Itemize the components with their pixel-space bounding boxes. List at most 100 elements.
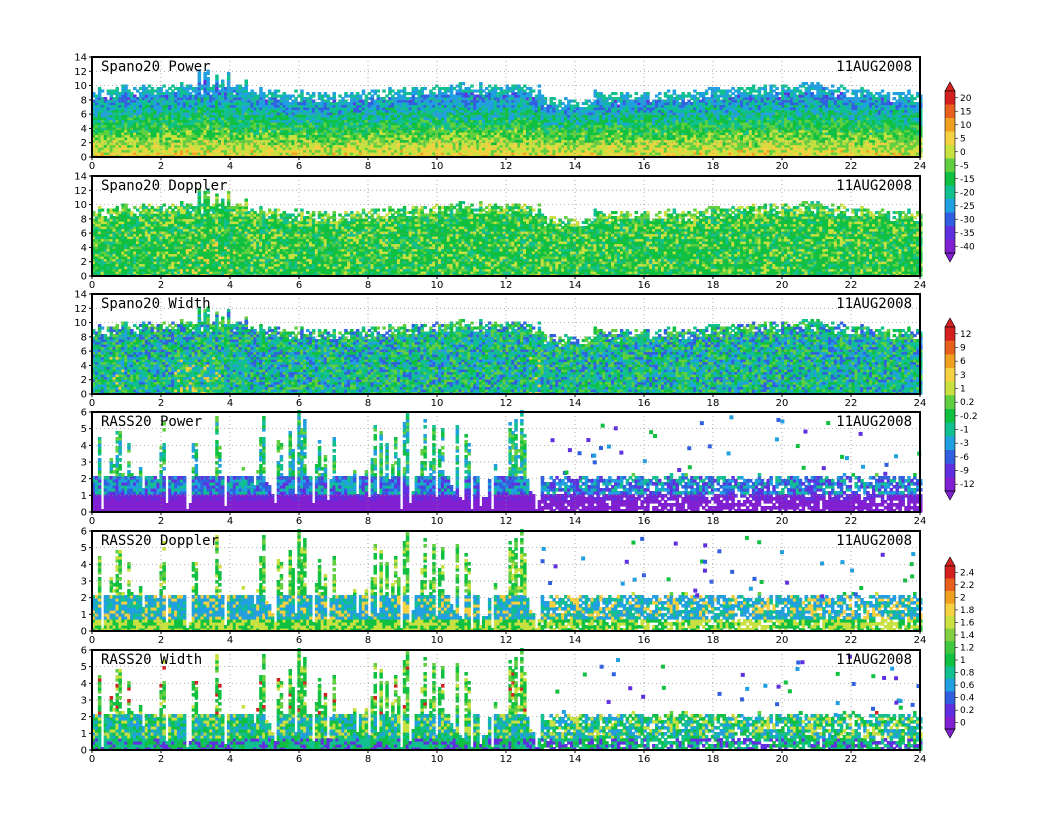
- heatmap-cell: [97, 137, 102, 141]
- heatmap-cell: [226, 72, 231, 76]
- heatmap-cell: [259, 107, 263, 111]
- heatmap-cell: [294, 89, 298, 93]
- heatmap-cell: [141, 132, 146, 136]
- heatmap-cell: [182, 119, 187, 123]
- heatmap-cell: [106, 92, 111, 96]
- heatmap-cell: [616, 104, 621, 108]
- heatmap-cell: [265, 114, 269, 118]
- heatmap-cell: [162, 137, 166, 141]
- heatmap-cell: [165, 129, 169, 133]
- heatmap-cell: [232, 142, 237, 146]
- heatmap-cell: [203, 77, 207, 81]
- heatmap-cell: [270, 102, 275, 106]
- heatmap-cell: [177, 129, 181, 133]
- heatmap-cell: [159, 149, 163, 153]
- heatmap-cell: [171, 104, 175, 108]
- heatmap-cell: [182, 89, 187, 93]
- heatmap-cell: [482, 89, 486, 93]
- heatmap-cell: [235, 114, 240, 118]
- heatmap-cell: [97, 122, 102, 126]
- heatmap-cell: [279, 142, 284, 146]
- heatmap-cell: [235, 109, 240, 113]
- heatmap-cell: [244, 147, 248, 151]
- heatmap-cell: [235, 152, 240, 156]
- heatmap-cell: [150, 97, 155, 101]
- heatmap-cell: [244, 112, 248, 116]
- heatmap-cell: [206, 109, 210, 113]
- heatmap-cell: [185, 119, 190, 123]
- heatmap-cell: [279, 117, 284, 121]
- heatmap-cell: [133, 87, 137, 91]
- heatmap-cell: [177, 132, 181, 136]
- heatmap-cell: [265, 129, 269, 133]
- heatmap-cell: [247, 109, 251, 113]
- heatmap-cell: [124, 117, 128, 121]
- heatmap-cell: [100, 129, 105, 133]
- heatmap-cell: [115, 89, 119, 93]
- heatmap-cell: [224, 99, 228, 103]
- heatmap-cell: [94, 132, 99, 136]
- heatmap-cell: [162, 119, 166, 123]
- heatmap-cell: [218, 132, 222, 136]
- heatmap-cell: [191, 129, 196, 133]
- heatmap-cell: [185, 124, 190, 128]
- heatmap-cell: [241, 89, 246, 93]
- heatmap-cell: [136, 127, 140, 131]
- heatmap-cell: [162, 152, 166, 156]
- heatmap-cell: [159, 144, 163, 148]
- heatmap-cell: [174, 137, 178, 141]
- heatmap-cell: [156, 89, 160, 93]
- heatmap-cell: [97, 124, 102, 128]
- heatmap-cell: [256, 149, 260, 153]
- heatmap-cell: [376, 89, 380, 93]
- heatmap-cell: [197, 72, 202, 76]
- heatmap-cell: [212, 139, 216, 143]
- heatmap-cell: [159, 117, 163, 121]
- heatmap-cell: [133, 142, 137, 146]
- heatmap-cell: [106, 107, 111, 111]
- heatmap-cell: [180, 99, 184, 103]
- heatmap-cell: [112, 132, 116, 136]
- heatmap-cell: [256, 124, 260, 128]
- heatmap-cell: [162, 84, 166, 88]
- heatmap-cell: [177, 144, 181, 148]
- heatmap-cell: [238, 87, 243, 91]
- heatmap-cell: [232, 137, 237, 141]
- heatmap-cell: [276, 147, 281, 151]
- heatmap-cell: [109, 129, 114, 133]
- heatmap-cell: [138, 97, 143, 101]
- heatmap-cell: [150, 99, 155, 103]
- heatmap-cell: [168, 87, 172, 91]
- heatmap-cell: [156, 139, 160, 143]
- heatmap-cell: [174, 102, 178, 106]
- heatmap-cell: [124, 139, 128, 143]
- heatmap-cell: [147, 129, 152, 133]
- heatmap-cell: [156, 147, 160, 151]
- heatmap-cell: [174, 107, 178, 111]
- heatmap-cell: [241, 124, 246, 128]
- heatmap-cell: [259, 87, 263, 91]
- heatmap-cell: [168, 142, 172, 146]
- heatmap-cell: [188, 134, 193, 138]
- heatmap-cell: [118, 97, 122, 101]
- heatmap-cell: [159, 87, 163, 91]
- heatmap-cell: [241, 122, 246, 126]
- heatmap-cell: [97, 89, 102, 93]
- heatmap-cell: [156, 87, 160, 91]
- heatmap-cell: [229, 107, 234, 111]
- heatmap-cell: [150, 134, 155, 138]
- heatmap-cell: [256, 117, 260, 121]
- heatmap-cell: [244, 127, 248, 131]
- heatmap-cell: [221, 152, 225, 156]
- heatmap-cell: [130, 139, 134, 143]
- heatmap-cell: [112, 149, 116, 153]
- heatmap-cell: [273, 127, 278, 131]
- heatmap-cell: [136, 132, 140, 136]
- heatmap-cell: [138, 94, 143, 98]
- heatmap-cell: [273, 129, 278, 133]
- heatmap-cell: [188, 119, 193, 123]
- heatmap-cell: [250, 117, 254, 121]
- heatmap-cell: [153, 117, 158, 121]
- heatmap-cell: [165, 124, 169, 128]
- heatmap-cell: [153, 97, 158, 101]
